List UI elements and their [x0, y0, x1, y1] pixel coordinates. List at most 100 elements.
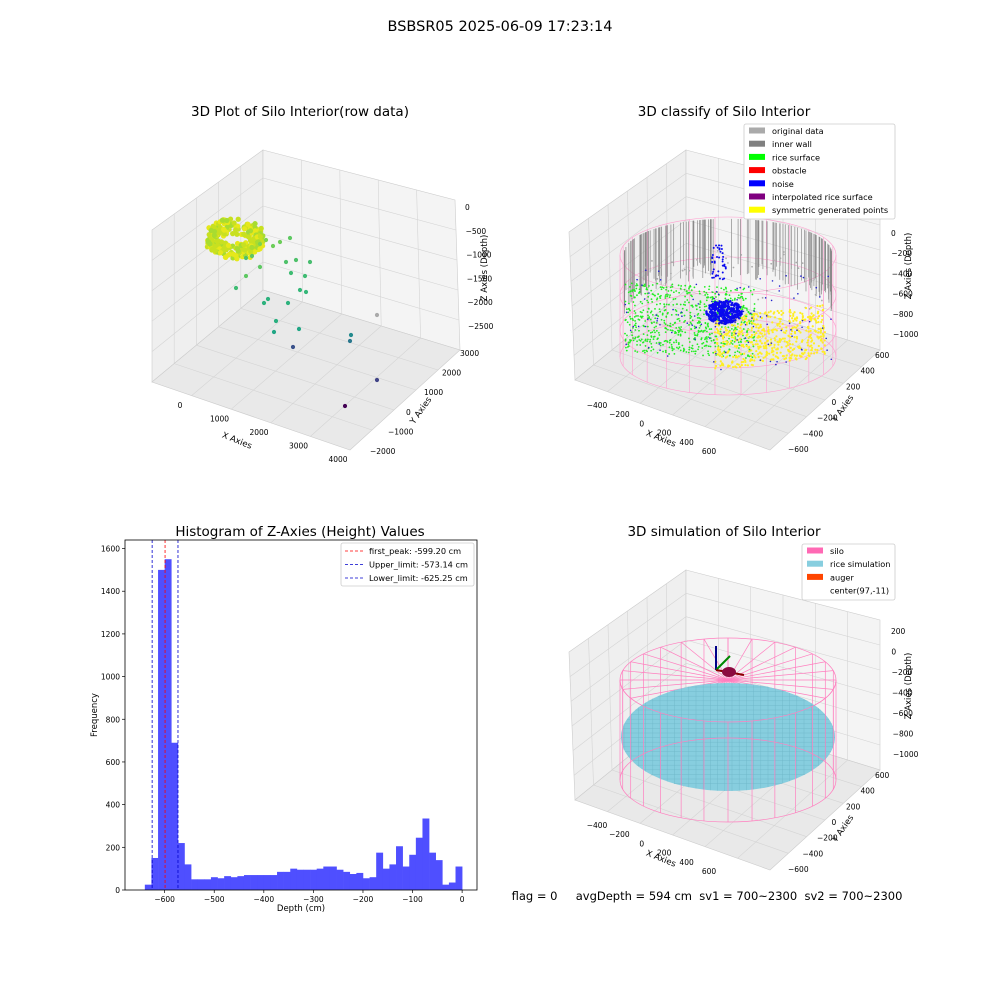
symmetric-point [726, 351, 730, 354]
original-point [761, 296, 764, 299]
rice-surface-point [655, 303, 658, 306]
gridline [570, 196, 687, 282]
original-point [782, 253, 785, 256]
hist-bar [429, 852, 436, 890]
symmetric-point [750, 321, 753, 324]
legend-swatch [749, 153, 765, 160]
rice-surface-point [698, 317, 701, 319]
data-point [252, 221, 258, 227]
x-tick-label: 200 [657, 429, 672, 438]
rice-surface-point [714, 335, 717, 338]
x-tick-label: −400 [587, 821, 608, 830]
rice-surface-point [690, 315, 693, 318]
rice-surface-point [731, 343, 734, 345]
z-tick-label: −200 [891, 249, 912, 258]
symmetric-point [795, 326, 798, 329]
panel-classify: 3D classify of Silo Interior −400−200020… [568, 104, 919, 456]
rice-surface-point [731, 299, 734, 302]
rice-surface-point [733, 340, 736, 343]
symmetric-point [801, 339, 804, 342]
rice-surface-point [741, 308, 744, 311]
symmetric-point [804, 357, 807, 361]
figure-suptitle: BSBSR05 2025-06-09 17:23:14 [388, 19, 613, 35]
symmetric-point [768, 344, 771, 347]
symmetric-point [762, 345, 765, 348]
rice-surface-point [702, 354, 704, 357]
rice-surface-point [640, 316, 643, 319]
symmetric-point [735, 344, 739, 348]
status-summary: flag = 0 avgDepth = 594 cm sv1 = 700~230… [512, 889, 903, 903]
rice-surface-point [698, 320, 700, 323]
rice-surface-point [665, 293, 667, 296]
noise-point [666, 355, 669, 357]
noise-point [723, 331, 725, 333]
noise-point [723, 321, 727, 324]
gridline [685, 593, 881, 646]
symmetric-point [805, 329, 808, 332]
hist-bar [177, 843, 185, 890]
rice-surface-point [635, 284, 637, 287]
rice-surface-point [752, 336, 755, 339]
symmetric-point [771, 331, 774, 334]
rice-surface-point [643, 351, 646, 354]
rice-surface-point [725, 290, 728, 293]
data-point [221, 226, 227, 232]
rice-surface-point [710, 339, 713, 342]
hist-bar [382, 868, 390, 890]
rice-surface-point [681, 330, 684, 333]
y-tick-label: 400 [106, 801, 121, 810]
symmetric-point [740, 316, 744, 320]
rice-surface-point [646, 311, 649, 313]
symmetric-point [759, 339, 762, 342]
data-point [243, 255, 249, 261]
rice-surface-point [642, 284, 645, 287]
gridline [262, 177, 457, 231]
noise-point [720, 244, 723, 247]
rice-surface-point [632, 327, 634, 329]
legend-swatch [749, 127, 765, 134]
original-point [782, 251, 785, 253]
symmetric-point [728, 330, 731, 333]
rice-surface-point [649, 311, 652, 314]
original-point [770, 262, 773, 265]
data-point [270, 243, 276, 249]
rice-surface-point [668, 353, 670, 355]
noise-point [830, 318, 832, 320]
noise-point [658, 343, 661, 345]
noise-point [717, 293, 720, 296]
symmetric-point [715, 327, 719, 331]
rice-surface-point [741, 297, 744, 300]
symmetric-point [728, 343, 731, 346]
rice-surface-point [690, 323, 693, 325]
rice-surface-point [698, 327, 701, 329]
symmetric-point [725, 332, 728, 335]
symmetric-point [810, 312, 813, 315]
symmetric-point [774, 355, 777, 358]
symmetric-point [752, 322, 755, 325]
symmetric-point [736, 363, 739, 366]
z-tick-label: 0 [465, 203, 470, 212]
symmetric-point [809, 329, 812, 332]
symmetric-point [807, 325, 810, 328]
data-point [347, 338, 353, 344]
y-tick-label: 1000 [424, 388, 443, 397]
symmetric-point [804, 306, 808, 310]
symmetric-point [763, 347, 766, 350]
symmetric-point [734, 339, 737, 342]
rice-surface-point [676, 303, 678, 306]
symmetric-point [790, 332, 793, 336]
data-point [233, 285, 239, 291]
noise-point [730, 312, 734, 315]
noise-point [716, 303, 719, 306]
rice-surface-point [674, 321, 677, 324]
symmetric-point [774, 339, 777, 342]
noise-point [712, 268, 715, 271]
noise-point [716, 246, 719, 249]
symmetric-point [806, 316, 810, 319]
rice-surface-point [656, 282, 659, 285]
rice-surface-point [650, 310, 653, 313]
rice-surface-point [741, 295, 743, 298]
noise-point [796, 329, 798, 331]
rice-surface-point [683, 288, 686, 291]
